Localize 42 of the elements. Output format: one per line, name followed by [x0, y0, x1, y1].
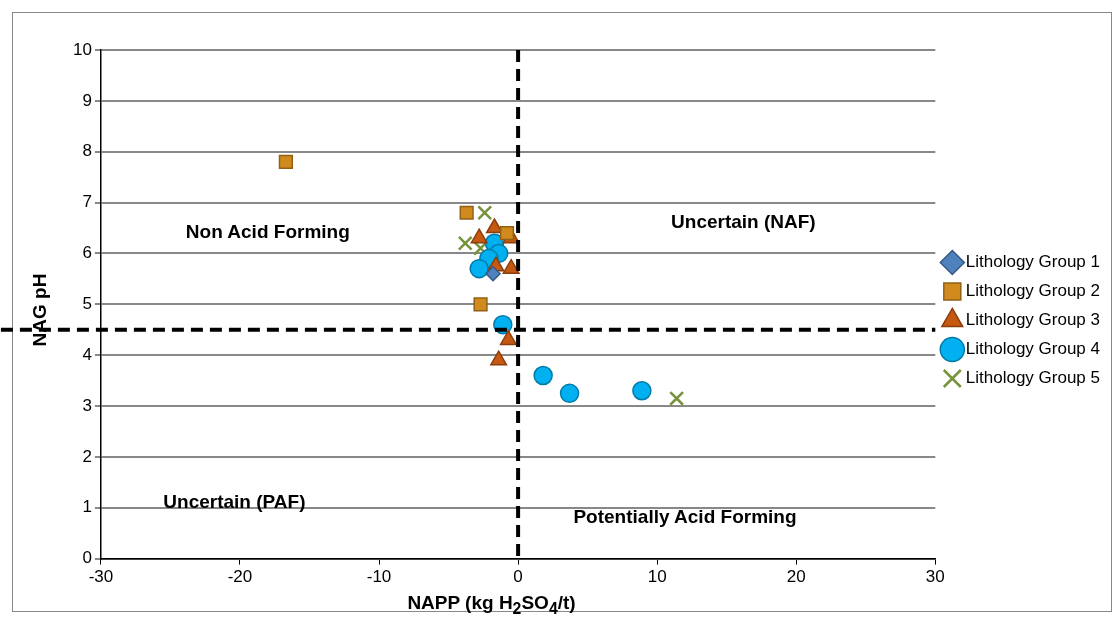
- annotation: Uncertain (NAF): [671, 211, 816, 233]
- y-tick-label: 1: [82, 497, 92, 517]
- legend-label: Lithology Group 1: [965, 252, 1100, 272]
- point: [632, 381, 652, 401]
- x-tick-label: 0: [513, 567, 523, 587]
- legend-label: Lithology Group 2: [965, 281, 1100, 301]
- y-tick-label: 8: [82, 141, 92, 161]
- point: [278, 154, 293, 170]
- x-tick-label: 30: [925, 567, 945, 587]
- y-tick-label: 0: [82, 548, 92, 568]
- point: [473, 297, 488, 312]
- point: [485, 266, 501, 282]
- y-tick-label: 5: [82, 293, 92, 313]
- point: [533, 365, 553, 386]
- y-tick-label: 4: [82, 344, 92, 364]
- legend-label: Lithology Group 5: [965, 368, 1100, 388]
- annotation: Potentially Acid Forming: [573, 506, 797, 528]
- point: [477, 205, 493, 221]
- y-tick-label: 6: [82, 243, 92, 263]
- point: [559, 383, 580, 404]
- x-tick-label: -30: [88, 567, 114, 587]
- point: [470, 228, 488, 244]
- x-axis-title: NAPP (kg H$_{2}$SO$_{4}$/t): [406, 592, 577, 618]
- legend-label: Lithology Group 4: [965, 339, 1100, 359]
- point: [469, 258, 489, 279]
- annotation: Uncertain (PAF): [163, 490, 306, 512]
- y-tick-label: 2: [82, 446, 92, 466]
- x-tick-label: -10: [366, 567, 392, 587]
- y-tick-label: 9: [82, 90, 92, 110]
- x-tick-label: 10: [647, 567, 667, 587]
- point: [457, 235, 473, 251]
- annotation: Non Acid Forming: [185, 221, 350, 243]
- x-tick-label: 20: [786, 567, 806, 587]
- y-tick-label: 7: [82, 192, 92, 212]
- x-tick-label: -20: [227, 567, 253, 587]
- y-tick-label: 10: [72, 39, 92, 59]
- legend-label: Lithology Group 3: [965, 310, 1100, 330]
- point: [499, 225, 515, 241]
- y-tick-label: 3: [82, 395, 92, 415]
- point: [669, 390, 685, 407]
- point: [459, 205, 474, 220]
- point: [499, 330, 517, 346]
